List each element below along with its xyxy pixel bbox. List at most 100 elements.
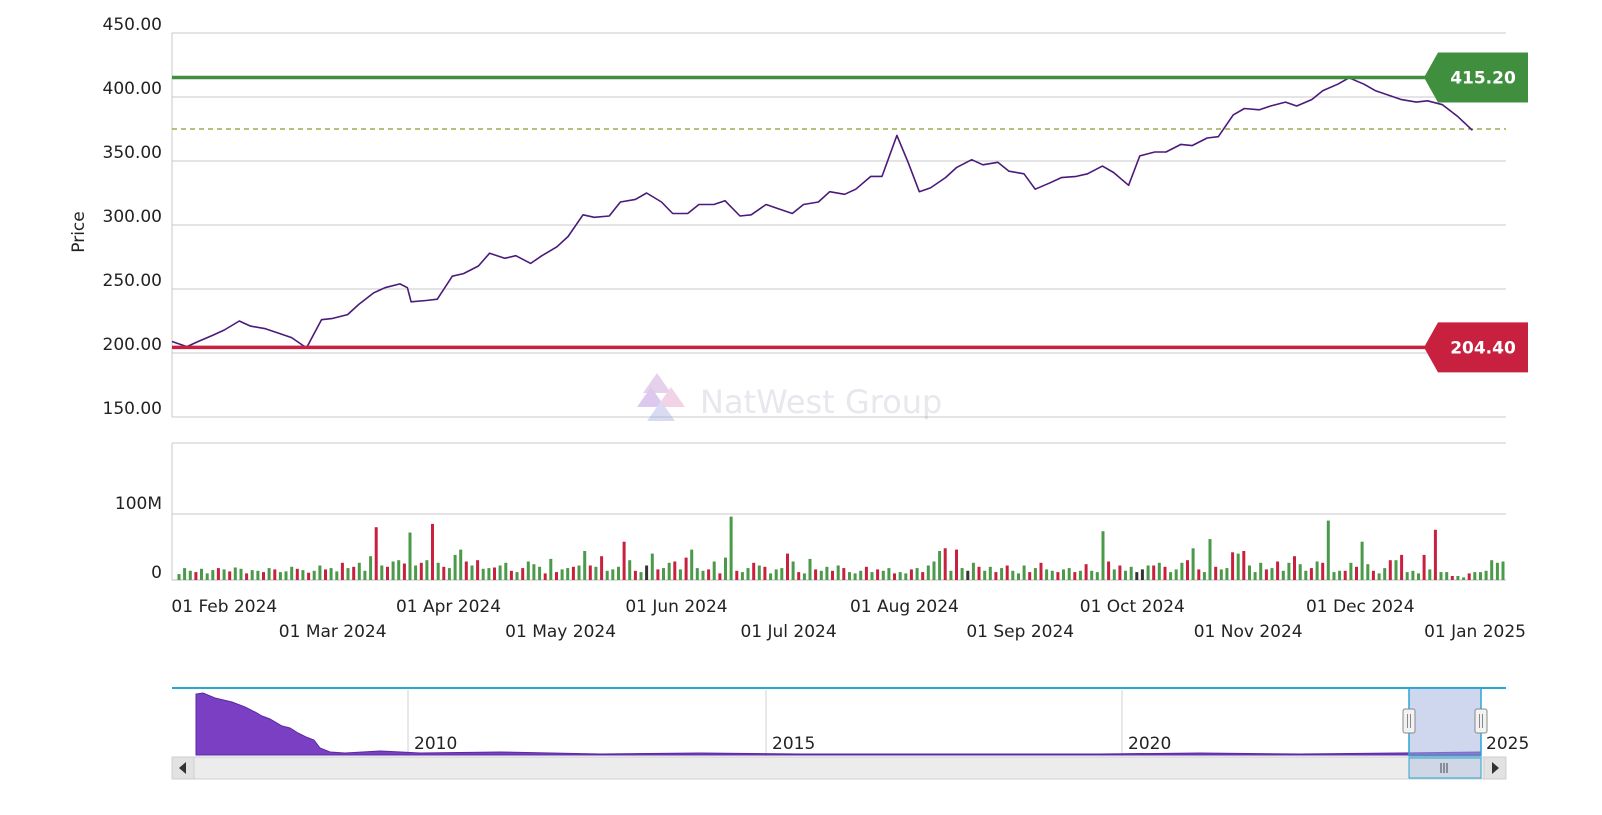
volume-bar (318, 565, 322, 580)
x-tick-label: 01 Oct 2024 (1080, 597, 1185, 617)
volume-bar (701, 570, 705, 580)
volume-bar (357, 562, 361, 580)
navigator[interactable]: 2010 2015 2020 2025 (171, 687, 1529, 780)
volume-bar (1495, 562, 1499, 580)
volume-bar (1276, 561, 1280, 580)
volume-bar (1400, 554, 1404, 580)
volume-bar (808, 558, 812, 580)
volume-bar (498, 565, 502, 580)
volume-bar (1033, 568, 1037, 580)
x-tick-label: 01 Jan 2025 (1424, 622, 1526, 642)
volume-bar (583, 551, 587, 580)
volume-bar (718, 573, 722, 580)
navigator-grid (407, 690, 1123, 756)
volume-bar (1112, 569, 1116, 580)
volume-bar (335, 571, 339, 580)
volume-bar (453, 554, 457, 580)
volume-bar (853, 573, 857, 580)
volume-bar (1326, 520, 1330, 580)
volume-bar (836, 565, 840, 580)
volume-bar (386, 566, 389, 580)
volume-bar (611, 569, 615, 580)
volume-bar (374, 527, 378, 580)
volume-bar (645, 565, 649, 580)
volume-bar (994, 572, 998, 580)
chevron-left-icon (179, 762, 186, 774)
volume-bar (904, 573, 908, 580)
volume-bar (1371, 570, 1375, 580)
volume-bar (436, 562, 440, 580)
volume-bar (707, 569, 711, 580)
volume-bar (560, 569, 564, 580)
volume-bar (442, 566, 446, 580)
x-tick-label: 01 Dec 2024 (1306, 597, 1415, 617)
volume-bar (791, 561, 795, 580)
volume-bar (346, 568, 350, 580)
volume-bar (526, 561, 530, 580)
scrollbar-thumb[interactable] (1408, 757, 1482, 779)
volume-bar (273, 569, 277, 580)
scroll-left-button[interactable] (171, 756, 195, 780)
navigator-right-handle[interactable] (1474, 708, 1488, 734)
volume-bar (752, 562, 756, 580)
volume-bar (216, 568, 220, 580)
volume-bar (1439, 572, 1443, 580)
volume-bar (1017, 573, 1020, 580)
navigator-scrollbar-track[interactable] (171, 756, 1507, 780)
volume-bar (1191, 548, 1195, 580)
volume-bar (960, 568, 964, 580)
x-tick-label: 01 Aug 2024 (850, 597, 959, 617)
price-tick-label: 150.00 (103, 399, 162, 419)
volume-bar (521, 568, 525, 580)
volume-bar (650, 553, 654, 580)
navigator-selection-window[interactable] (1408, 687, 1482, 757)
volume-bar (1394, 560, 1398, 580)
navigator-year-label: 2025 (1486, 734, 1529, 754)
x-tick-label: 01 Nov 2024 (1194, 622, 1303, 642)
volume-tick-label: 0 (151, 563, 162, 583)
volume-bar (600, 556, 604, 580)
volume-bar (988, 566, 992, 580)
volume-bar (1433, 529, 1437, 580)
volume-bar (605, 570, 609, 580)
volume-bar (1011, 570, 1015, 580)
volume-bar (684, 557, 688, 580)
volume-bar (1231, 552, 1235, 580)
volume-bar (363, 570, 367, 580)
volume-bar (859, 570, 863, 580)
volume-bar (926, 565, 930, 580)
volume-bar (1005, 565, 1009, 580)
volume-bar (414, 565, 418, 580)
volume-bar (555, 572, 558, 580)
volume-bar (1169, 572, 1173, 580)
scroll-right-button[interactable] (1483, 756, 1507, 780)
volume-bar (504, 562, 508, 580)
navigator-year-label: 2010 (414, 734, 457, 754)
volume-bar (1163, 566, 1167, 580)
volume-bar (307, 572, 311, 580)
volume-bar (205, 573, 209, 580)
volume-bar (1456, 576, 1460, 580)
volume-bar (1101, 531, 1105, 580)
x-tick-label: 01 May 2024 (505, 622, 616, 642)
chevron-right-icon (1492, 762, 1499, 774)
volume-bar (1090, 570, 1094, 580)
volume-bar (678, 569, 682, 580)
navigator-left-handle[interactable] (1402, 708, 1416, 734)
volume-bar (549, 558, 553, 580)
volume-bar (1180, 562, 1184, 580)
volume-bar (262, 572, 265, 580)
volume-bar (594, 566, 598, 580)
volume-bar (177, 574, 181, 580)
volume-bar (667, 562, 671, 580)
navigator-year-label: 2020 (1128, 734, 1171, 754)
volume-bar (402, 563, 406, 580)
volume-bar (312, 570, 316, 580)
volume-bar (1039, 562, 1043, 580)
volume-bar (408, 532, 412, 580)
volume-bar (1264, 569, 1268, 580)
volume-bar (509, 570, 513, 580)
volume-bar (763, 566, 767, 580)
price-line (171, 77, 1473, 349)
volume-bar (577, 565, 581, 580)
